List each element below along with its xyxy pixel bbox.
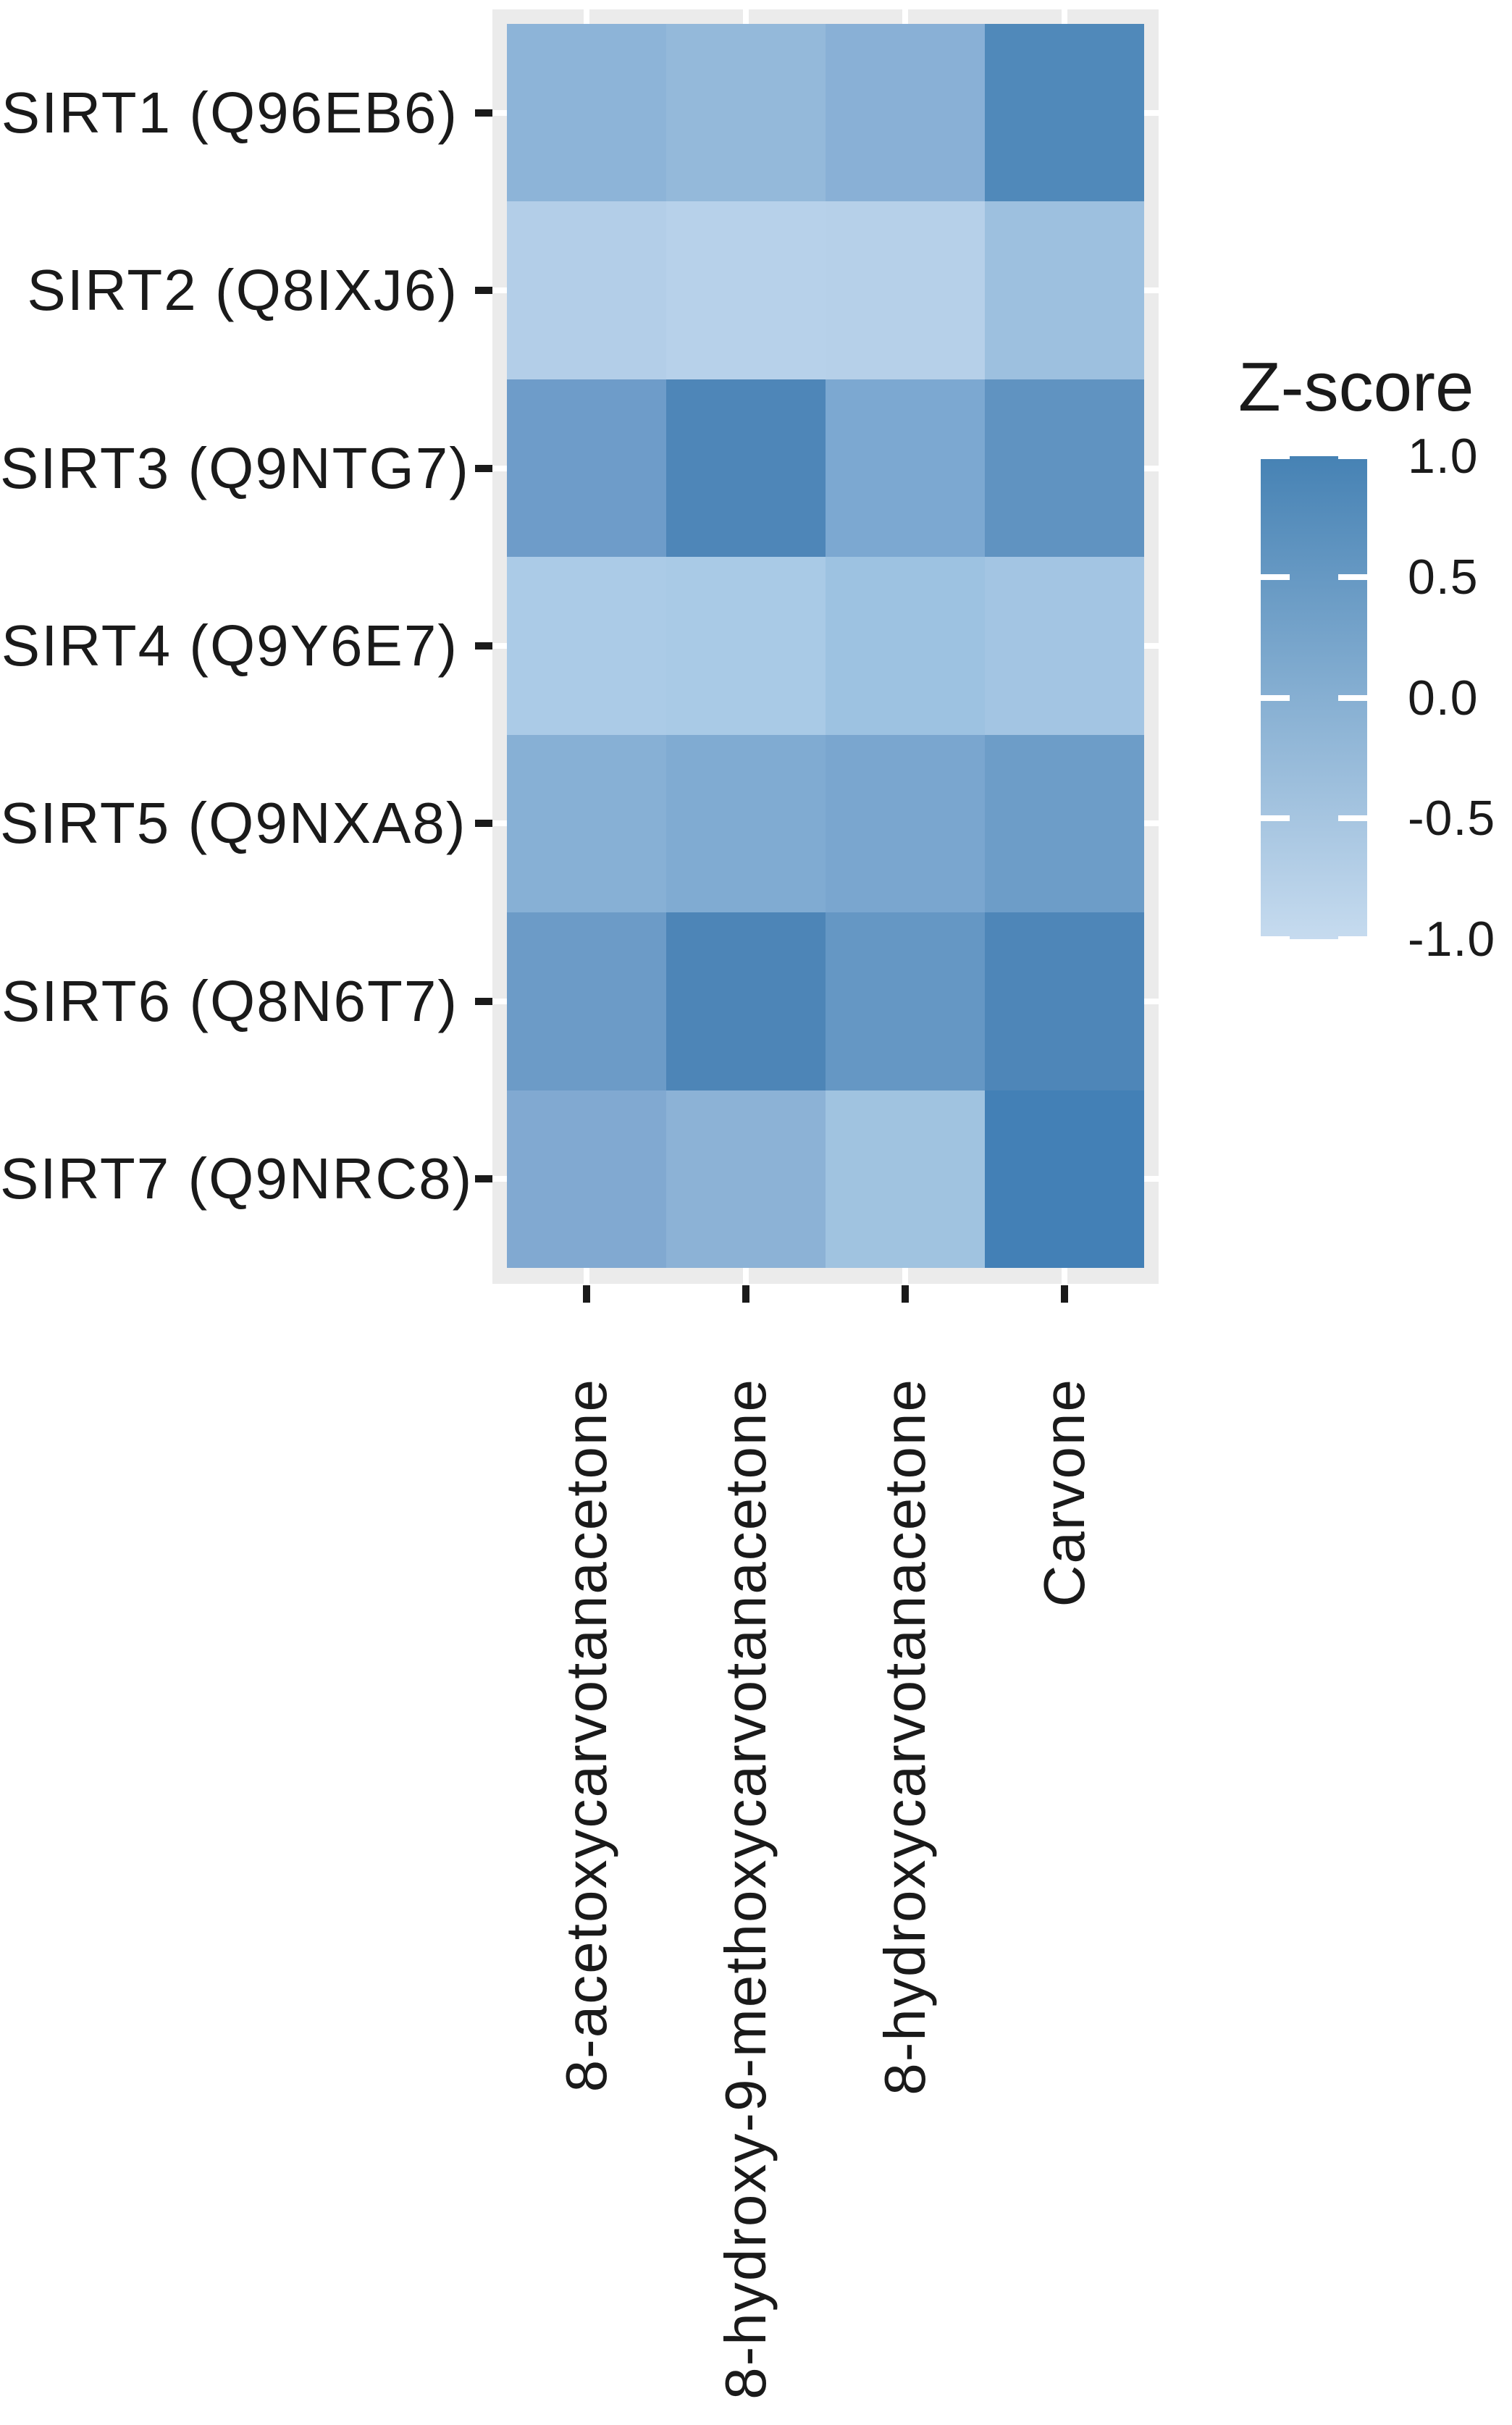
heatmap-cell [985, 24, 1144, 202]
heatmap-cell [985, 201, 1144, 379]
heatmap-cell [826, 912, 985, 1090]
heatmap-cell [826, 201, 985, 379]
legend-tick-label: 0.0 [1408, 670, 1479, 726]
y-axis-tick [475, 997, 492, 1005]
heatmap-cell [507, 24, 666, 202]
colorbar-tick [1261, 936, 1290, 939]
colorbar-tick [1261, 694, 1290, 701]
x-axis-label: 8-acetoxycarvotanacetone [554, 1378, 618, 2093]
y-axis-label: SIRT2 (Q8IXJ6) [27, 258, 458, 323]
legend-tick-label: -0.5 [1408, 791, 1496, 846]
legend-tick-label: -1.0 [1408, 912, 1496, 967]
colorbar-tick [1338, 456, 1367, 459]
heatmap-cell [507, 379, 666, 558]
y-axis-tick [475, 109, 492, 117]
x-axis-label: Carvone [1032, 1378, 1096, 1607]
y-axis-tick [475, 464, 492, 472]
heatmap-cell [507, 557, 666, 735]
x-axis-tick [742, 1285, 749, 1303]
heatmap-cell [985, 379, 1144, 558]
heatmap-cell [826, 734, 985, 913]
colorbar-tick [1261, 815, 1290, 822]
heatmap-cell [507, 1090, 666, 1268]
y-axis-tick [475, 820, 492, 828]
heatmap-cell [666, 557, 826, 735]
legend-title: Z-score [1238, 348, 1474, 426]
heatmap-cell [985, 912, 1144, 1090]
plot-panel [492, 9, 1159, 1284]
x-axis-label: 8-hydroxy-9-methoxycarvotanacetone [713, 1378, 778, 2400]
heatmap-cell [507, 734, 666, 913]
y-axis-tick [475, 287, 492, 295]
x-axis-tick [902, 1285, 909, 1303]
heatmap-cell [826, 24, 985, 202]
x-axis-tick [583, 1285, 590, 1303]
colorbar-tick [1261, 573, 1290, 580]
y-axis-label: SIRT6 (Q8N6T7) [1, 968, 458, 1033]
heatmap-cell [666, 201, 826, 379]
colorbar-tick [1338, 573, 1367, 580]
legend-tick-label: 0.5 [1408, 549, 1479, 605]
y-axis-label: SIRT3 (Q9NTG7) [0, 435, 470, 500]
heatmap-cell [826, 379, 985, 558]
heatmap-cell [985, 557, 1144, 735]
heatmap-cell [507, 201, 666, 379]
legend-tick-label: 1.0 [1408, 429, 1479, 484]
heatmap-cell [666, 734, 826, 913]
x-axis-tick [1061, 1285, 1068, 1303]
y-axis-label: SIRT5 (Q9NXA8) [0, 791, 467, 856]
y-axis-tick [475, 1175, 492, 1183]
colorbar-tick [1338, 936, 1367, 939]
colorbar-tick [1338, 815, 1367, 822]
heatmap-cell [985, 734, 1144, 913]
heatmap-cell [507, 912, 666, 1090]
y-axis-tick [475, 642, 492, 650]
heatmap-cell [666, 912, 826, 1090]
y-axis-label: SIRT4 (Q9Y6E7) [1, 613, 458, 678]
heatmap-cell [666, 379, 826, 558]
heatmap-cell [666, 1090, 826, 1268]
heatmap-cell [985, 1090, 1144, 1268]
heatmap-cell [826, 1090, 985, 1268]
y-axis-label: SIRT1 (Q96EB6) [1, 80, 458, 145]
heatmap-cell [666, 24, 826, 202]
heatmap-cell [826, 557, 985, 735]
y-axis-label: SIRT7 (Q9NRC8) [0, 1146, 474, 1211]
colorbar-tick [1261, 456, 1290, 459]
x-axis-label: 8-hydroxycarvotanacetone [873, 1378, 937, 2096]
colorbar-tick [1338, 694, 1367, 701]
heatmap-grid [507, 24, 1144, 1268]
legend-colorbar [1261, 456, 1367, 939]
